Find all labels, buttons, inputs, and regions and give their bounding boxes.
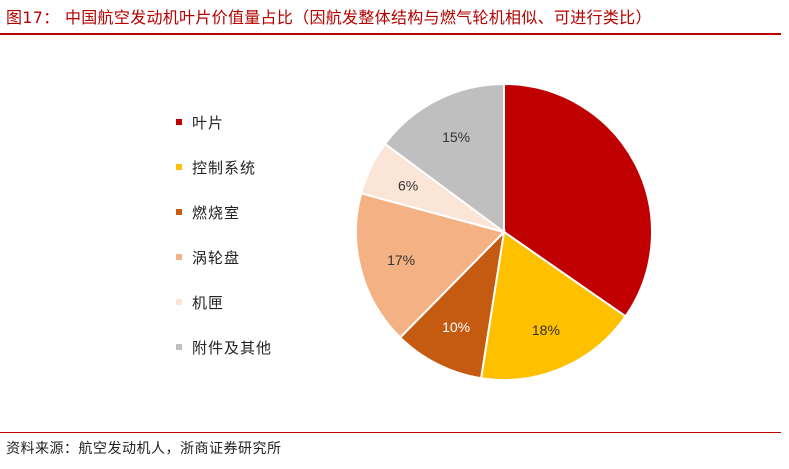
legend-swatch — [176, 209, 182, 215]
legend-item: 燃烧室 — [176, 202, 240, 222]
pie-slice-4 — [354, 192, 506, 339]
legend-swatch — [176, 299, 182, 305]
legend-swatch — [176, 344, 182, 350]
slice-value-label-2: 18% — [532, 322, 560, 338]
legend-item: 附件及其他 — [176, 337, 272, 357]
slice-value-label-1: 35% — [584, 175, 612, 191]
legend-label: 机匣 — [192, 293, 225, 312]
slice-value-label-5: 6% — [398, 178, 418, 194]
pie-slice-2 — [479, 230, 627, 381]
legend-label: 叶片 — [192, 113, 225, 132]
legend-item: 涡轮盘 — [176, 247, 240, 267]
figure-title: 图17： 中国航空发动机叶片价值量占比（因航发整体结构与燃气轮机相似、可进行类比… — [6, 8, 652, 27]
legend-item: 控制系统 — [176, 157, 256, 177]
legend-swatch — [176, 164, 182, 170]
pie-slice-3 — [398, 229, 506, 380]
legend-label: 涡轮盘 — [192, 248, 241, 267]
pie-slice-6 — [383, 82, 505, 234]
slice-value-label-3: 10% — [442, 319, 470, 335]
legend-label: 燃烧室 — [192, 203, 241, 222]
pie-slice-1 — [503, 82, 653, 318]
legend-swatch — [176, 119, 182, 125]
legend-label: 控制系统 — [192, 158, 257, 177]
legend-label: 附件及其他 — [192, 338, 273, 357]
legend-swatch — [176, 254, 182, 260]
slice-value-label-6: 15% — [442, 129, 470, 145]
legend-item: 机匣 — [176, 292, 224, 312]
slice-value-label-4: 17% — [387, 252, 415, 268]
source-note: 资料来源：航空发动机人，浙商证券研究所 — [6, 441, 282, 457]
legend-item: 叶片 — [176, 112, 224, 132]
title-divider — [0, 33, 781, 35]
source-divider — [0, 432, 781, 433]
